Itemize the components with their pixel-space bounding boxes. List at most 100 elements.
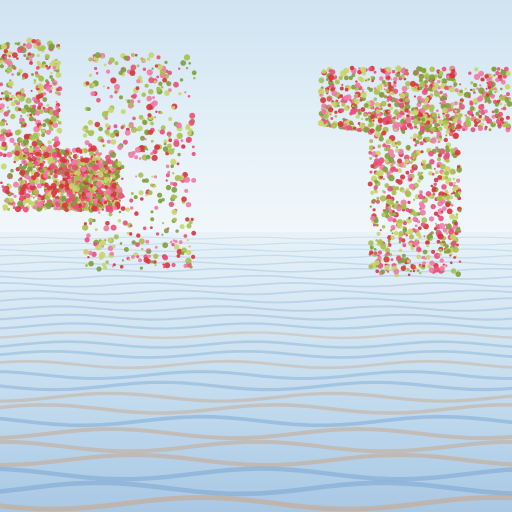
flower-petal xyxy=(22,183,28,189)
flower-petal xyxy=(455,213,459,216)
flower-petal xyxy=(37,89,42,94)
flower-petal xyxy=(23,148,28,153)
flower-petal xyxy=(406,267,410,272)
flower-petal xyxy=(181,196,187,202)
flower-petal xyxy=(131,240,136,245)
flower-petal xyxy=(157,198,163,204)
flower-petal xyxy=(439,258,444,263)
flower-petal xyxy=(398,237,403,242)
flower-petal xyxy=(456,123,462,129)
flower-petal xyxy=(370,76,374,79)
flower-petal xyxy=(469,88,473,92)
flower-petal xyxy=(172,182,178,187)
flower-petal xyxy=(426,120,431,125)
flower-petal xyxy=(187,95,191,98)
flower-petal xyxy=(396,222,403,229)
flower-petal xyxy=(21,76,25,80)
ripple xyxy=(0,297,512,304)
flower-petal xyxy=(88,119,93,125)
flower-petal xyxy=(19,137,23,142)
flower-petal xyxy=(32,96,37,102)
flower-petal xyxy=(373,251,378,256)
flower-petal xyxy=(22,206,29,213)
flower-petal xyxy=(40,195,46,201)
flower-petal xyxy=(413,164,417,168)
flower-petal xyxy=(120,165,125,169)
flower-petal xyxy=(405,117,412,124)
flower-petal xyxy=(60,189,65,193)
flower-petal xyxy=(106,69,111,74)
flower-petal xyxy=(405,81,411,87)
flower-petal xyxy=(1,185,5,189)
flower-petal xyxy=(154,245,158,249)
flower-petal xyxy=(57,86,63,92)
flower-petal xyxy=(92,186,97,191)
flower-petal xyxy=(92,181,96,185)
flower-petal xyxy=(390,163,394,167)
flower-petal xyxy=(395,178,400,184)
flower-petal xyxy=(346,125,352,131)
flower-petal xyxy=(37,42,41,46)
flower-petal xyxy=(421,89,428,95)
flower-petal xyxy=(334,114,338,118)
flower-petal xyxy=(439,90,443,95)
flower-petal xyxy=(412,70,418,76)
flower-petal xyxy=(418,131,423,136)
flower-petal xyxy=(429,74,436,81)
flower-petal xyxy=(391,87,394,90)
flower-petal xyxy=(46,66,50,70)
flower-petal xyxy=(20,88,25,94)
flower-petal xyxy=(387,149,394,156)
flower-petal xyxy=(445,129,450,134)
flower-petal xyxy=(115,133,119,137)
flower-petal xyxy=(36,155,40,159)
flower-petal xyxy=(405,144,411,151)
flower-petal xyxy=(8,132,13,137)
flower-petal xyxy=(444,166,451,173)
flower-petal xyxy=(123,55,128,61)
flower-petal xyxy=(101,262,106,267)
flower-petal xyxy=(496,67,501,71)
flower-petal xyxy=(445,145,449,150)
flower-petal xyxy=(478,114,483,119)
flower-petal xyxy=(454,114,458,118)
flower-petal xyxy=(58,200,61,204)
flower-petal xyxy=(454,117,458,121)
flower-petal xyxy=(123,247,129,252)
flower-petal xyxy=(85,129,90,134)
flower-petal xyxy=(111,174,116,179)
flower-petal xyxy=(118,210,122,214)
flower-petal xyxy=(505,115,510,120)
flower-petal xyxy=(484,95,491,102)
flower-petal xyxy=(376,231,381,236)
flower-petal xyxy=(348,75,353,81)
flower-petal xyxy=(440,210,443,213)
flower-petal xyxy=(36,53,40,58)
flower-petal xyxy=(459,103,463,106)
flower-petal xyxy=(1,43,7,50)
flower-petal xyxy=(492,121,496,124)
flower-petal xyxy=(33,118,37,122)
flower-petal xyxy=(399,93,406,99)
flower-petal xyxy=(412,138,417,142)
flower-petal xyxy=(410,136,413,139)
flower-petal xyxy=(370,164,375,169)
flower-petal xyxy=(119,95,123,100)
flower-petal xyxy=(389,106,394,111)
flower-petal xyxy=(416,127,419,130)
flower-petal xyxy=(444,171,450,176)
flower-petal xyxy=(190,217,194,221)
flower-petal xyxy=(86,233,91,238)
flower-petal xyxy=(103,179,108,184)
flower-petal xyxy=(57,46,61,50)
flower-petal xyxy=(144,178,149,183)
flower-petal xyxy=(386,251,390,256)
flower-petal xyxy=(397,168,402,173)
flower-petal xyxy=(42,173,49,179)
flower-petal xyxy=(405,97,410,103)
flower-petal xyxy=(383,256,390,263)
flower-petal xyxy=(133,195,138,200)
flower-petal xyxy=(379,175,383,179)
flower-petal xyxy=(341,102,346,107)
flower-petal xyxy=(506,101,512,107)
